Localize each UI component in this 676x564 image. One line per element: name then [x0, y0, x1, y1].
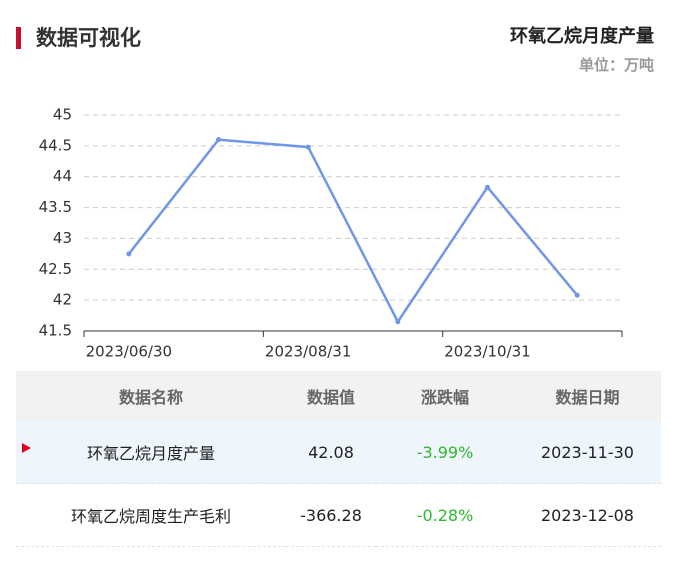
section-title: 数据可视化: [36, 26, 141, 50]
chart: 41.5 42 42.5 43 43.5 44 44.5 45 2023/06/30 2023/0…: [39, 106, 623, 361]
cell-date: 2023-11-30: [514, 421, 661, 484]
point: [305, 144, 311, 150]
point: [485, 184, 490, 190]
point: [216, 137, 221, 143]
cell-name: 环氧乙烷月度产量: [16, 421, 286, 484]
y-tick-label: 43: [53, 229, 72, 247]
table-header: 数据名称 数据值 涨跌幅 数据日期: [16, 371, 661, 421]
x-tick-label: 2023/10/31: [444, 343, 530, 361]
column-header: 数据日期: [514, 371, 661, 421]
title-accent: [16, 27, 21, 49]
chart-title: 环氧乙烷月度产量: [510, 26, 654, 47]
y-tick-label: 41.5: [39, 322, 72, 340]
x-tick-label: 2023/06/30: [86, 343, 172, 361]
chart-unit: 单位：万吨: [578, 56, 654, 74]
selected-marker: [22, 443, 31, 453]
line: [127, 138, 579, 325]
point: [574, 292, 580, 298]
table-row[interactable]: 环氧乙烷周度生产毛利 -366.28 -0.28% 2023-12-08: [16, 483, 661, 547]
cell-value: 42.08: [286, 421, 376, 484]
x-tick-label: 2023/08/31: [265, 343, 351, 361]
y-tick-label: 44.5: [39, 136, 72, 154]
y-tick-label: 42: [53, 291, 72, 309]
y-tick-label: 44: [53, 167, 72, 185]
y-tick-label: 43.5: [39, 198, 72, 216]
cell-value: -366.28: [286, 483, 376, 547]
cell-change: -0.28%: [376, 483, 514, 547]
point: [126, 251, 132, 257]
data-table: 数据名称 数据值 涨跌幅 数据日期 环氧乙烷月度产量 42.08 -3.99% …: [16, 371, 661, 547]
cell-date: 2023-12-08: [514, 483, 661, 547]
cell-change: -3.99%: [376, 421, 514, 484]
y-tick-label: 42.5: [39, 260, 72, 278]
point: [395, 319, 401, 325]
column-header: 数据名称: [16, 371, 286, 421]
y-tick-label: 45: [53, 106, 72, 124]
cell-name: 环氧乙烷周度生产毛利: [16, 483, 286, 547]
column-header: 数据值: [286, 371, 376, 421]
column-header: 涨跌幅: [376, 371, 514, 421]
table-row[interactable]: 环氧乙烷月度产量 42.08 -3.99% 2023-11-30: [16, 421, 661, 484]
